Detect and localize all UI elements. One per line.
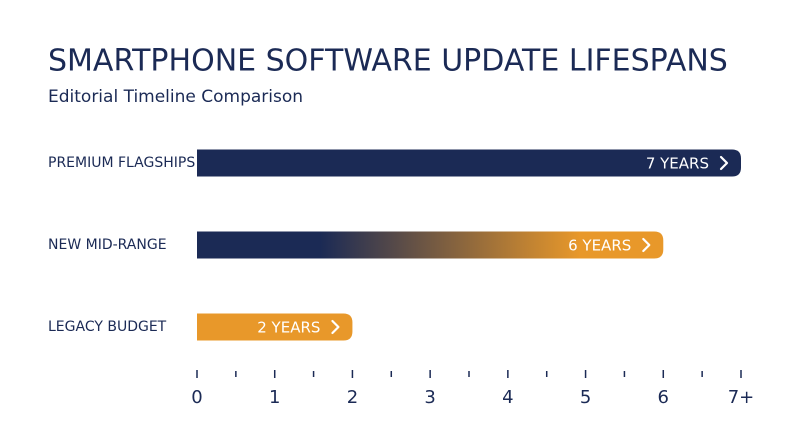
x-tick-label: 2 — [347, 387, 358, 408]
category-label: NEW MID-RANGE — [48, 237, 167, 253]
value-label: 7 YEARS — [646, 155, 709, 173]
category-label: LEGACY BUDGET — [48, 319, 167, 335]
value-label: 2 YEARS — [257, 319, 320, 337]
chevron-icon — [642, 237, 651, 253]
bar — [197, 231, 664, 259]
chevron-icon — [719, 155, 729, 171]
x-tick-label: 4 — [502, 387, 513, 408]
x-tick-label: 3 — [424, 387, 435, 408]
chart-title: SMARTPHONE SOFTWARE UPDATE LIFESPANS — [48, 44, 728, 79]
bar — [197, 313, 353, 341]
x-tick-label: 5 — [580, 387, 591, 408]
bar — [197, 149, 741, 177]
value-label: 6 YEARS — [568, 237, 631, 255]
x-tick-label: 0 — [191, 387, 202, 408]
chart-subtitle: Editorial Timeline Comparison — [48, 87, 303, 107]
category-label: PREMIUM FLAGSHIPS — [48, 155, 195, 171]
x-tick-label: 6 — [658, 387, 669, 408]
x-tick-label: 7+ — [728, 387, 755, 408]
x-tick-label: 1 — [269, 387, 280, 408]
chevron-icon — [331, 319, 340, 335]
